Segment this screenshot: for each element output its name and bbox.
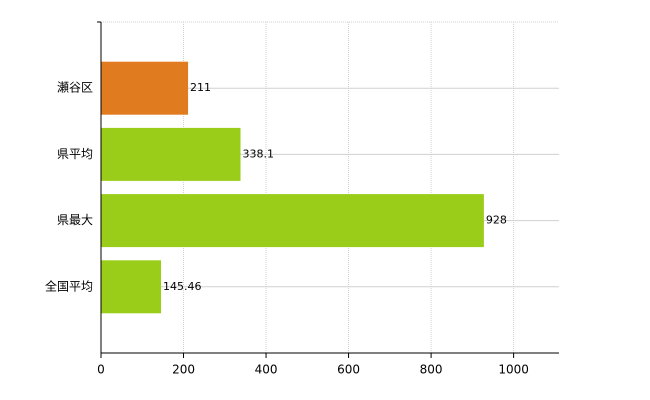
y-tick-label: 全国平均 bbox=[45, 278, 93, 293]
y-tick-label: 瀬谷区 bbox=[57, 81, 93, 95]
bar bbox=[101, 194, 484, 248]
x-tick-label: 600 bbox=[337, 363, 360, 377]
x-tick-label: 1000 bbox=[498, 363, 529, 377]
value-label: 145.46 bbox=[163, 280, 202, 293]
bar bbox=[101, 260, 162, 314]
x-tick-label: 200 bbox=[172, 363, 195, 377]
bar bbox=[101, 61, 189, 115]
bar bbox=[101, 127, 241, 181]
x-tick-label: 800 bbox=[420, 363, 443, 377]
value-label: 211 bbox=[190, 81, 211, 94]
y-tick-label: 県最大 bbox=[57, 213, 93, 227]
value-label: 928 bbox=[486, 214, 507, 227]
y-tick-label: 県平均 bbox=[57, 147, 93, 161]
x-tick-label: 400 bbox=[255, 363, 278, 377]
value-label: 338.1 bbox=[243, 147, 275, 160]
x-tick-label: 0 bbox=[97, 363, 105, 377]
